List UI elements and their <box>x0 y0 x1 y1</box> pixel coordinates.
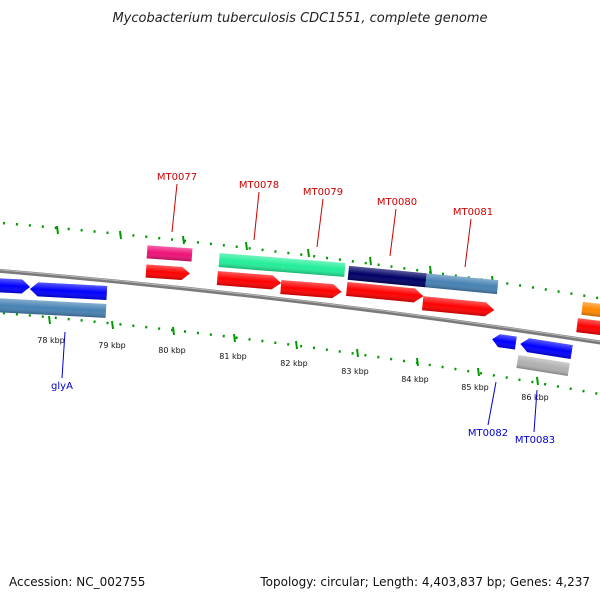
label-mt0080[interactable]: MT0080 <box>377 197 417 208</box>
label-glya[interactable]: glyA <box>51 381 73 392</box>
scale-label-85: 85 kbp <box>461 383 489 392</box>
reverse-gene-lane <box>0 297 570 376</box>
label-mt0077[interactable]: MT0077 <box>157 172 197 183</box>
scale-label-84: 84 kbp <box>401 375 429 384</box>
reverse-gene-labels: glyA MT0082 MT0083 <box>51 381 555 446</box>
scale-label-83: 83 kbp <box>341 367 369 376</box>
label-mt0081[interactable]: MT0081 <box>453 207 493 218</box>
label-mt0083[interactable]: MT0083 <box>515 435 555 446</box>
scale-label-79: 79 kbp <box>98 341 126 350</box>
reverse-cds-lane <box>0 277 573 359</box>
label-leaders-reverse <box>61 331 538 433</box>
accession-text: Accession: NC_002755 <box>9 575 145 589</box>
label-mt0078[interactable]: MT0078 <box>239 180 279 191</box>
scale-label-86: 86 kbp <box>521 393 549 402</box>
label-leaders-forward <box>171 183 472 268</box>
scale-label-80: 80 kbp <box>158 346 186 355</box>
forward-gene-lane <box>146 245 600 319</box>
label-mt0079[interactable]: MT0079 <box>303 187 343 198</box>
scale-labels: 78 kbp 79 kbp 80 kbp 81 kbp 82 kbp 83 kb… <box>37 336 549 402</box>
genome-summary-text: Topology: circular; Length: 4,403,837 bp… <box>259 575 590 589</box>
label-mt0082[interactable]: MT0082 <box>468 428 508 439</box>
scale-label-82: 82 kbp <box>280 359 308 368</box>
map-title: Mycobacterium tuberculosis CDC1551, comp… <box>112 11 487 26</box>
inner-tick-ring <box>0 311 600 396</box>
forward-gene-labels: MT0077 MT0078 MT0079 MT0080 MT0081 <box>157 172 493 218</box>
genome-backbone-highlight <box>0 269 600 342</box>
scale-label-81: 81 kbp <box>219 352 247 361</box>
inner-major-ticks <box>48 315 539 386</box>
scale-label-78: 78 kbp <box>37 336 65 345</box>
genome-backbone <box>0 268 600 345</box>
forward-cds-lane <box>145 264 600 337</box>
